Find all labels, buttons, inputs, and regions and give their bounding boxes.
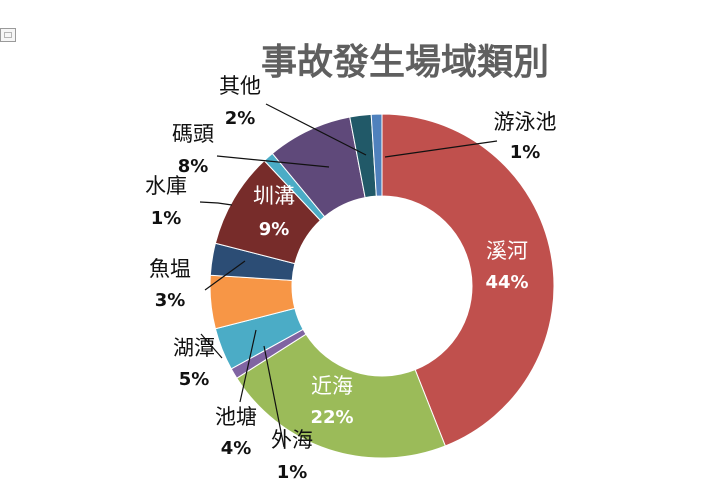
leader-line-其他	[265, 103, 367, 156]
percent-label: 4%	[221, 438, 252, 459]
percent-label: 44%	[485, 272, 528, 293]
leader-line-外海	[263, 345, 285, 448]
percent-label: 9%	[259, 219, 290, 240]
leader-line-池塘	[239, 329, 257, 403]
category-label: 游泳池	[494, 110, 557, 134]
category-label: 池塘	[215, 405, 257, 429]
percent-label: 2%	[225, 108, 256, 129]
leader-lines-group	[199, 103, 498, 448]
leader-line-湖潭	[200, 333, 223, 359]
category-label: 近海	[311, 374, 353, 398]
percent-label: 1%	[510, 142, 541, 163]
leader-line-水庫	[199, 201, 233, 206]
category-label: 碼頭	[172, 122, 214, 146]
window-icon	[0, 28, 16, 42]
leader-line-游泳池	[384, 140, 498, 158]
category-label: 魚塭	[149, 257, 191, 281]
category-label: 水庫	[145, 174, 187, 198]
category-label: 溪河	[486, 239, 528, 263]
slice-游泳池	[370, 113, 383, 197]
slices-group	[209, 113, 555, 459]
percent-label: 5%	[179, 369, 210, 390]
leader-line-魚塭	[204, 260, 246, 291]
percent-label: 3%	[155, 290, 186, 311]
category-label: 湖潭	[173, 336, 215, 360]
percent-label: 1%	[151, 208, 182, 229]
category-label: 圳溝	[253, 184, 295, 208]
category-label: 其他	[219, 74, 261, 98]
percent-label: 22%	[310, 407, 353, 428]
chart-title: 事故發生場域類別	[261, 42, 549, 83]
category-label: 外海	[271, 428, 313, 452]
percent-label: 8%	[178, 156, 209, 177]
slice-溪河	[381, 113, 555, 447]
percent-label: 1%	[277, 462, 308, 483]
leader-line-碼頭	[216, 155, 330, 168]
labels-group: 溪河 44% 近海 22%外海 1% 池塘 4% 湖潭 5% 魚塭 3% 圳溝 9% 水庫 1% 碼頭 8% 其他…	[145, 74, 557, 483]
